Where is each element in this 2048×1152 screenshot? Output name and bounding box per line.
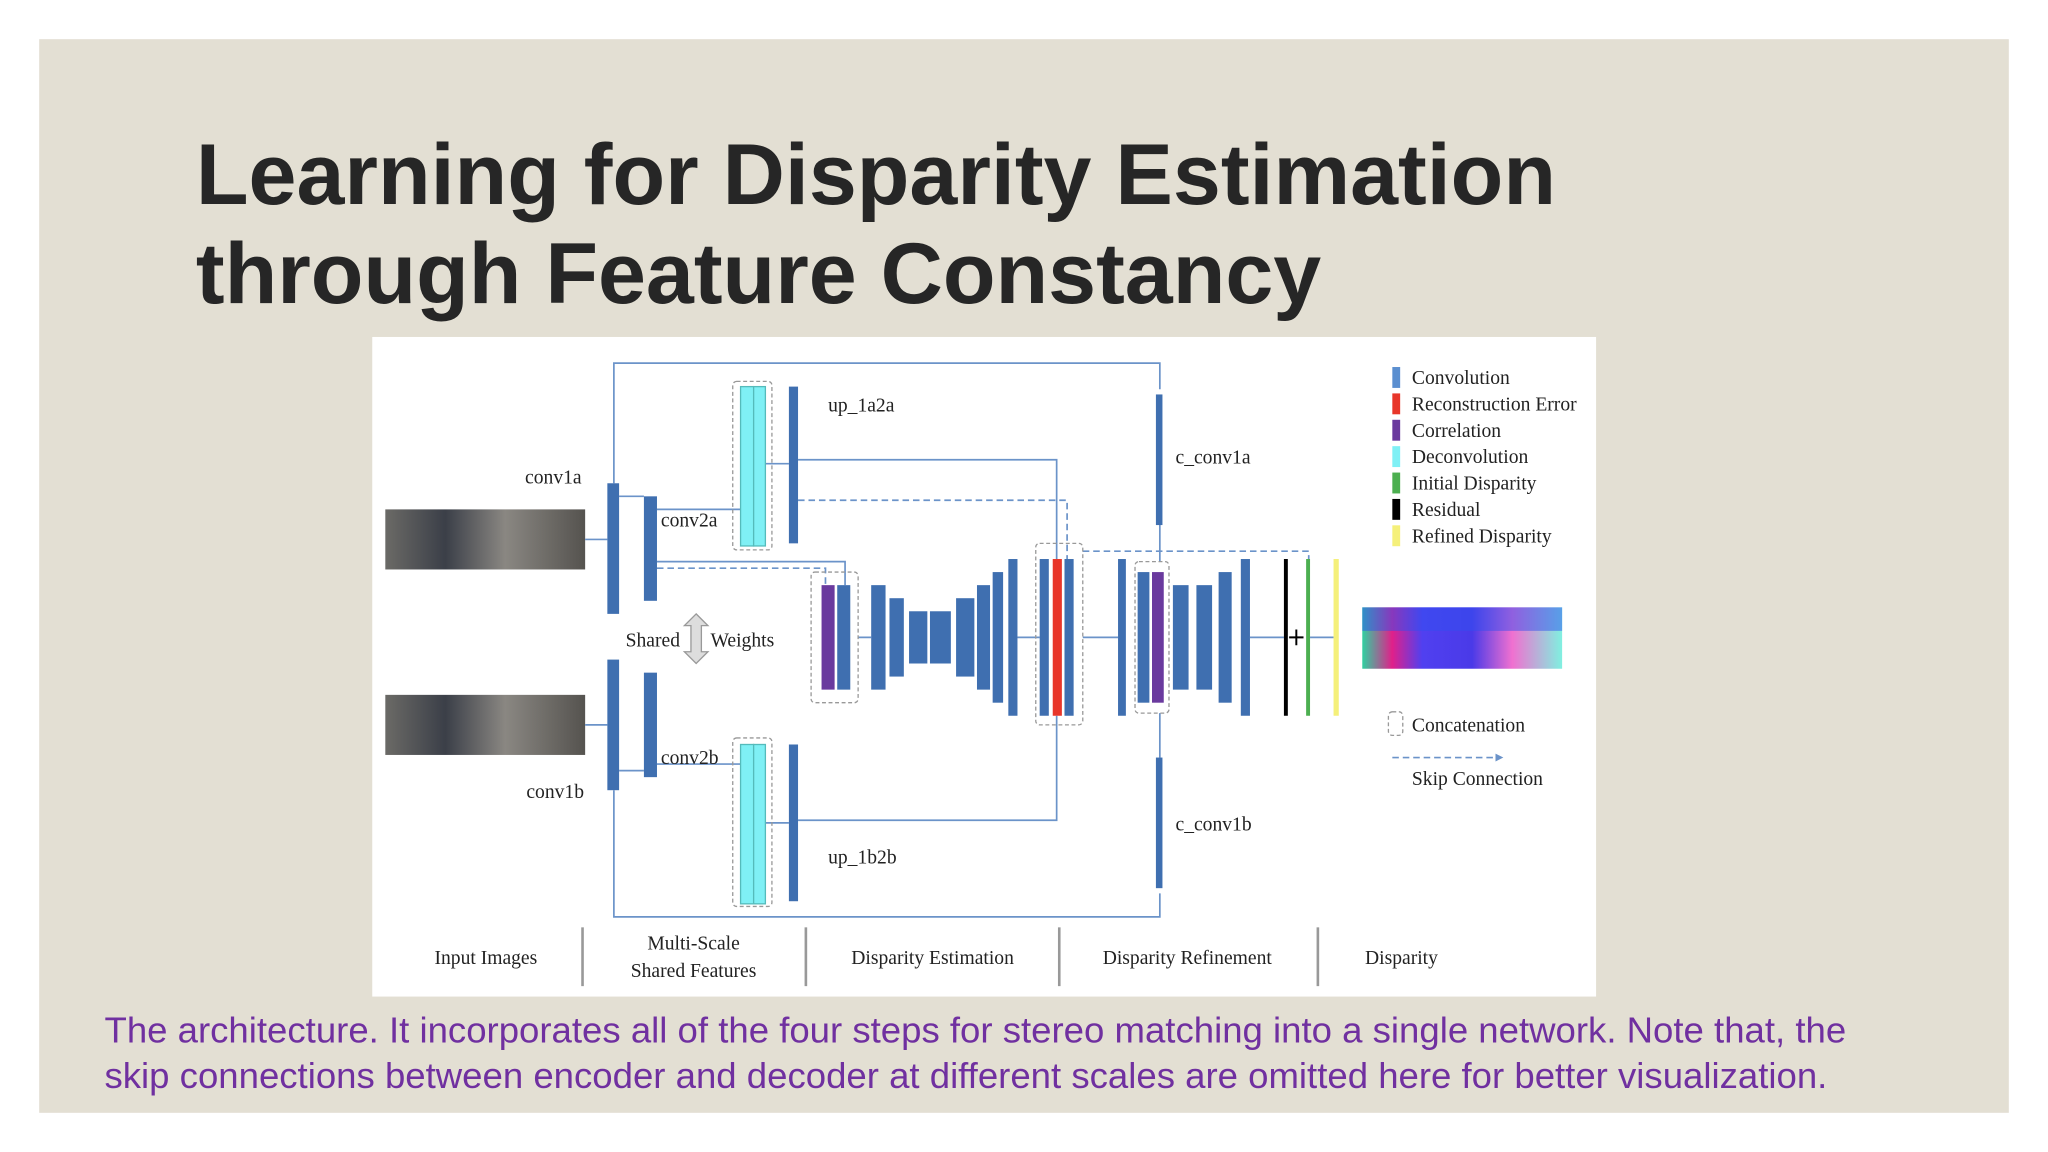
layer-label: conv1a — [525, 467, 582, 488]
input-image — [385, 509, 586, 570]
layer-label: c_conv1a — [1176, 448, 1251, 469]
concat-boxes — [732, 380, 1170, 908]
layer-label: up_1a2a — [828, 395, 895, 416]
deconv-block — [752, 385, 767, 547]
legend-swatch — [1392, 472, 1401, 494]
stage-label: Shared Features — [631, 961, 757, 982]
layer-label: c_conv1b — [1176, 815, 1252, 836]
refined-disparity-block — [1333, 559, 1339, 716]
correlation-block — [821, 585, 835, 690]
plus-icon — [1289, 629, 1304, 646]
legend-label: Refined Disparity — [1412, 526, 1552, 547]
stage-label: Disparity — [1365, 948, 1438, 969]
diagram: conv1a conv2a conv1b conv2b up_1a2a up_1… — [372, 336, 1597, 997]
conv-blocks — [607, 386, 1250, 902]
legend-label: Initial Disparity — [1412, 474, 1537, 495]
legend-swatch — [1392, 498, 1401, 520]
initial-disparity-block — [1306, 559, 1311, 716]
caption-line: skip connections between encoder and dec… — [104, 1055, 1827, 1096]
legend-swatch — [1392, 419, 1401, 441]
stage-label: Disparity Refinement — [1103, 948, 1273, 969]
legend-label: Skip Connection — [1412, 769, 1543, 790]
deconv-block — [752, 743, 767, 905]
legend-label: Reconstruction Error — [1412, 394, 1577, 415]
title-line: through Feature Constancy — [196, 226, 1321, 322]
deconv-block — [739, 385, 755, 547]
legend-label: Correlation — [1412, 421, 1501, 442]
legend-label: Concatenation — [1412, 715, 1525, 736]
concat-legend-icon — [1387, 711, 1404, 736]
stage-label: Disparity Estimation — [851, 948, 1014, 969]
legend-label: Convolution — [1412, 368, 1510, 389]
stage-dividers — [581, 927, 1320, 987]
layer-label: conv1b — [526, 782, 584, 803]
deconv-block — [739, 743, 755, 905]
legend-swatch — [1392, 367, 1401, 388]
legend-label: Residual — [1412, 500, 1481, 521]
skip-legend-arrow — [1495, 753, 1504, 762]
stage-label: Input Images — [434, 948, 537, 969]
correlation-block — [1152, 572, 1164, 703]
stage-label: Multi-Scale — [647, 934, 740, 955]
input-image — [385, 694, 586, 755]
legend-label: Deconvolution — [1412, 447, 1529, 468]
layer-label: conv2b — [661, 748, 719, 769]
shared-arrow — [682, 612, 710, 665]
layer-label: up_1b2b — [828, 847, 897, 868]
caption-line: The architecture. It incorporates all of… — [104, 1009, 1846, 1050]
legend-swatch — [1392, 525, 1401, 547]
weights-label: Weights — [711, 631, 775, 652]
layer-label: conv2a — [661, 510, 718, 531]
recon-error-block — [1052, 559, 1062, 716]
disparity-image-shade — [1362, 607, 1563, 631]
residual-block — [1283, 559, 1288, 716]
legend-swatch — [1392, 393, 1401, 415]
legend-swatch — [1392, 446, 1401, 468]
title-line: Learning for Disparity Estimation — [196, 127, 1556, 223]
shared-label: Shared — [626, 631, 681, 652]
